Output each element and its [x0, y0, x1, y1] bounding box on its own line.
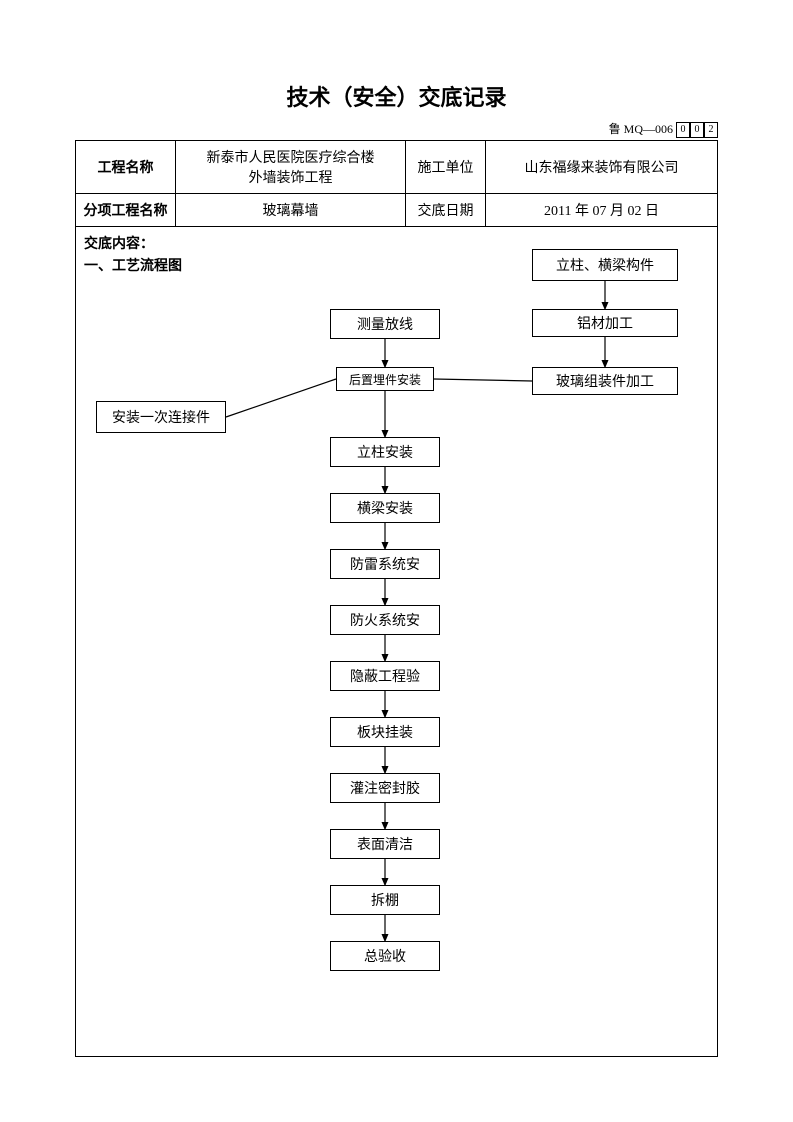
flow-node-m8: 板块挂装 — [330, 717, 440, 747]
doc-code-prefix: 鲁 MQ—006 — [609, 122, 673, 136]
flow-node-m10: 表面清洁 — [330, 829, 440, 859]
doc-code-boxes: 002 — [676, 122, 718, 138]
header-table: 工程名称 新泰市人民医院医疗综合楼 外墙装饰工程 施工单位 山东福缘来装饰有限公… — [75, 140, 718, 227]
construction-unit-label: 施工单位 — [406, 141, 486, 194]
flow-node-m6: 防火系统安 — [330, 605, 440, 635]
code-digit: 0 — [676, 122, 690, 138]
flow-node-m5: 防雷系统安 — [330, 549, 440, 579]
disclosure-date-label: 交底日期 — [406, 194, 486, 227]
page-title: 技术（安全）交底记录 — [75, 80, 718, 112]
flow-node-right3: 玻璃组装件加工 — [532, 367, 678, 395]
flow-node-right2: 铝材加工 — [532, 309, 678, 337]
sub-project-label: 分项工程名称 — [76, 194, 176, 227]
sub-project-value: 玻璃幕墙 — [176, 194, 406, 227]
construction-unit-value: 山东福缘来装饰有限公司 — [486, 141, 718, 194]
content-header-label: 交底内容： — [84, 233, 154, 253]
flow-node-top_right: 立柱、横梁构件 — [532, 249, 678, 281]
flowchart-connectors — [76, 227, 717, 1056]
code-digit: 0 — [690, 122, 704, 138]
section-title: 一、工艺流程图 — [84, 255, 182, 275]
project-name-label: 工程名称 — [76, 141, 176, 194]
project-name-value: 新泰市人民医院医疗综合楼 外墙装饰工程 — [176, 141, 406, 194]
flow-node-m1: 测量放线 — [330, 309, 440, 339]
flow-node-side_box: 安装一次连接件 — [96, 401, 226, 433]
flow-node-m4: 横梁安装 — [330, 493, 440, 523]
flow-node-m12: 总验收 — [330, 941, 440, 971]
flow-node-m2: 后置埋件安装 — [336, 367, 434, 391]
flow-node-m9: 灌注密封胶 — [330, 773, 440, 803]
flow-node-m3: 立柱安装 — [330, 437, 440, 467]
doc-code-row: 鲁 MQ—006 002 — [75, 120, 718, 138]
code-digit: 2 — [704, 122, 718, 138]
flow-node-m7: 隐蔽工程验 — [330, 661, 440, 691]
content-area: 交底内容： 一、工艺流程图 安装一次连接件 立柱、横梁构件铝材加工玻璃组装件加工 测… — [75, 227, 718, 1057]
flow-node-m11: 拆棚 — [330, 885, 440, 915]
disclosure-date-value: 2011 年 07 月 02 日 — [486, 194, 718, 227]
